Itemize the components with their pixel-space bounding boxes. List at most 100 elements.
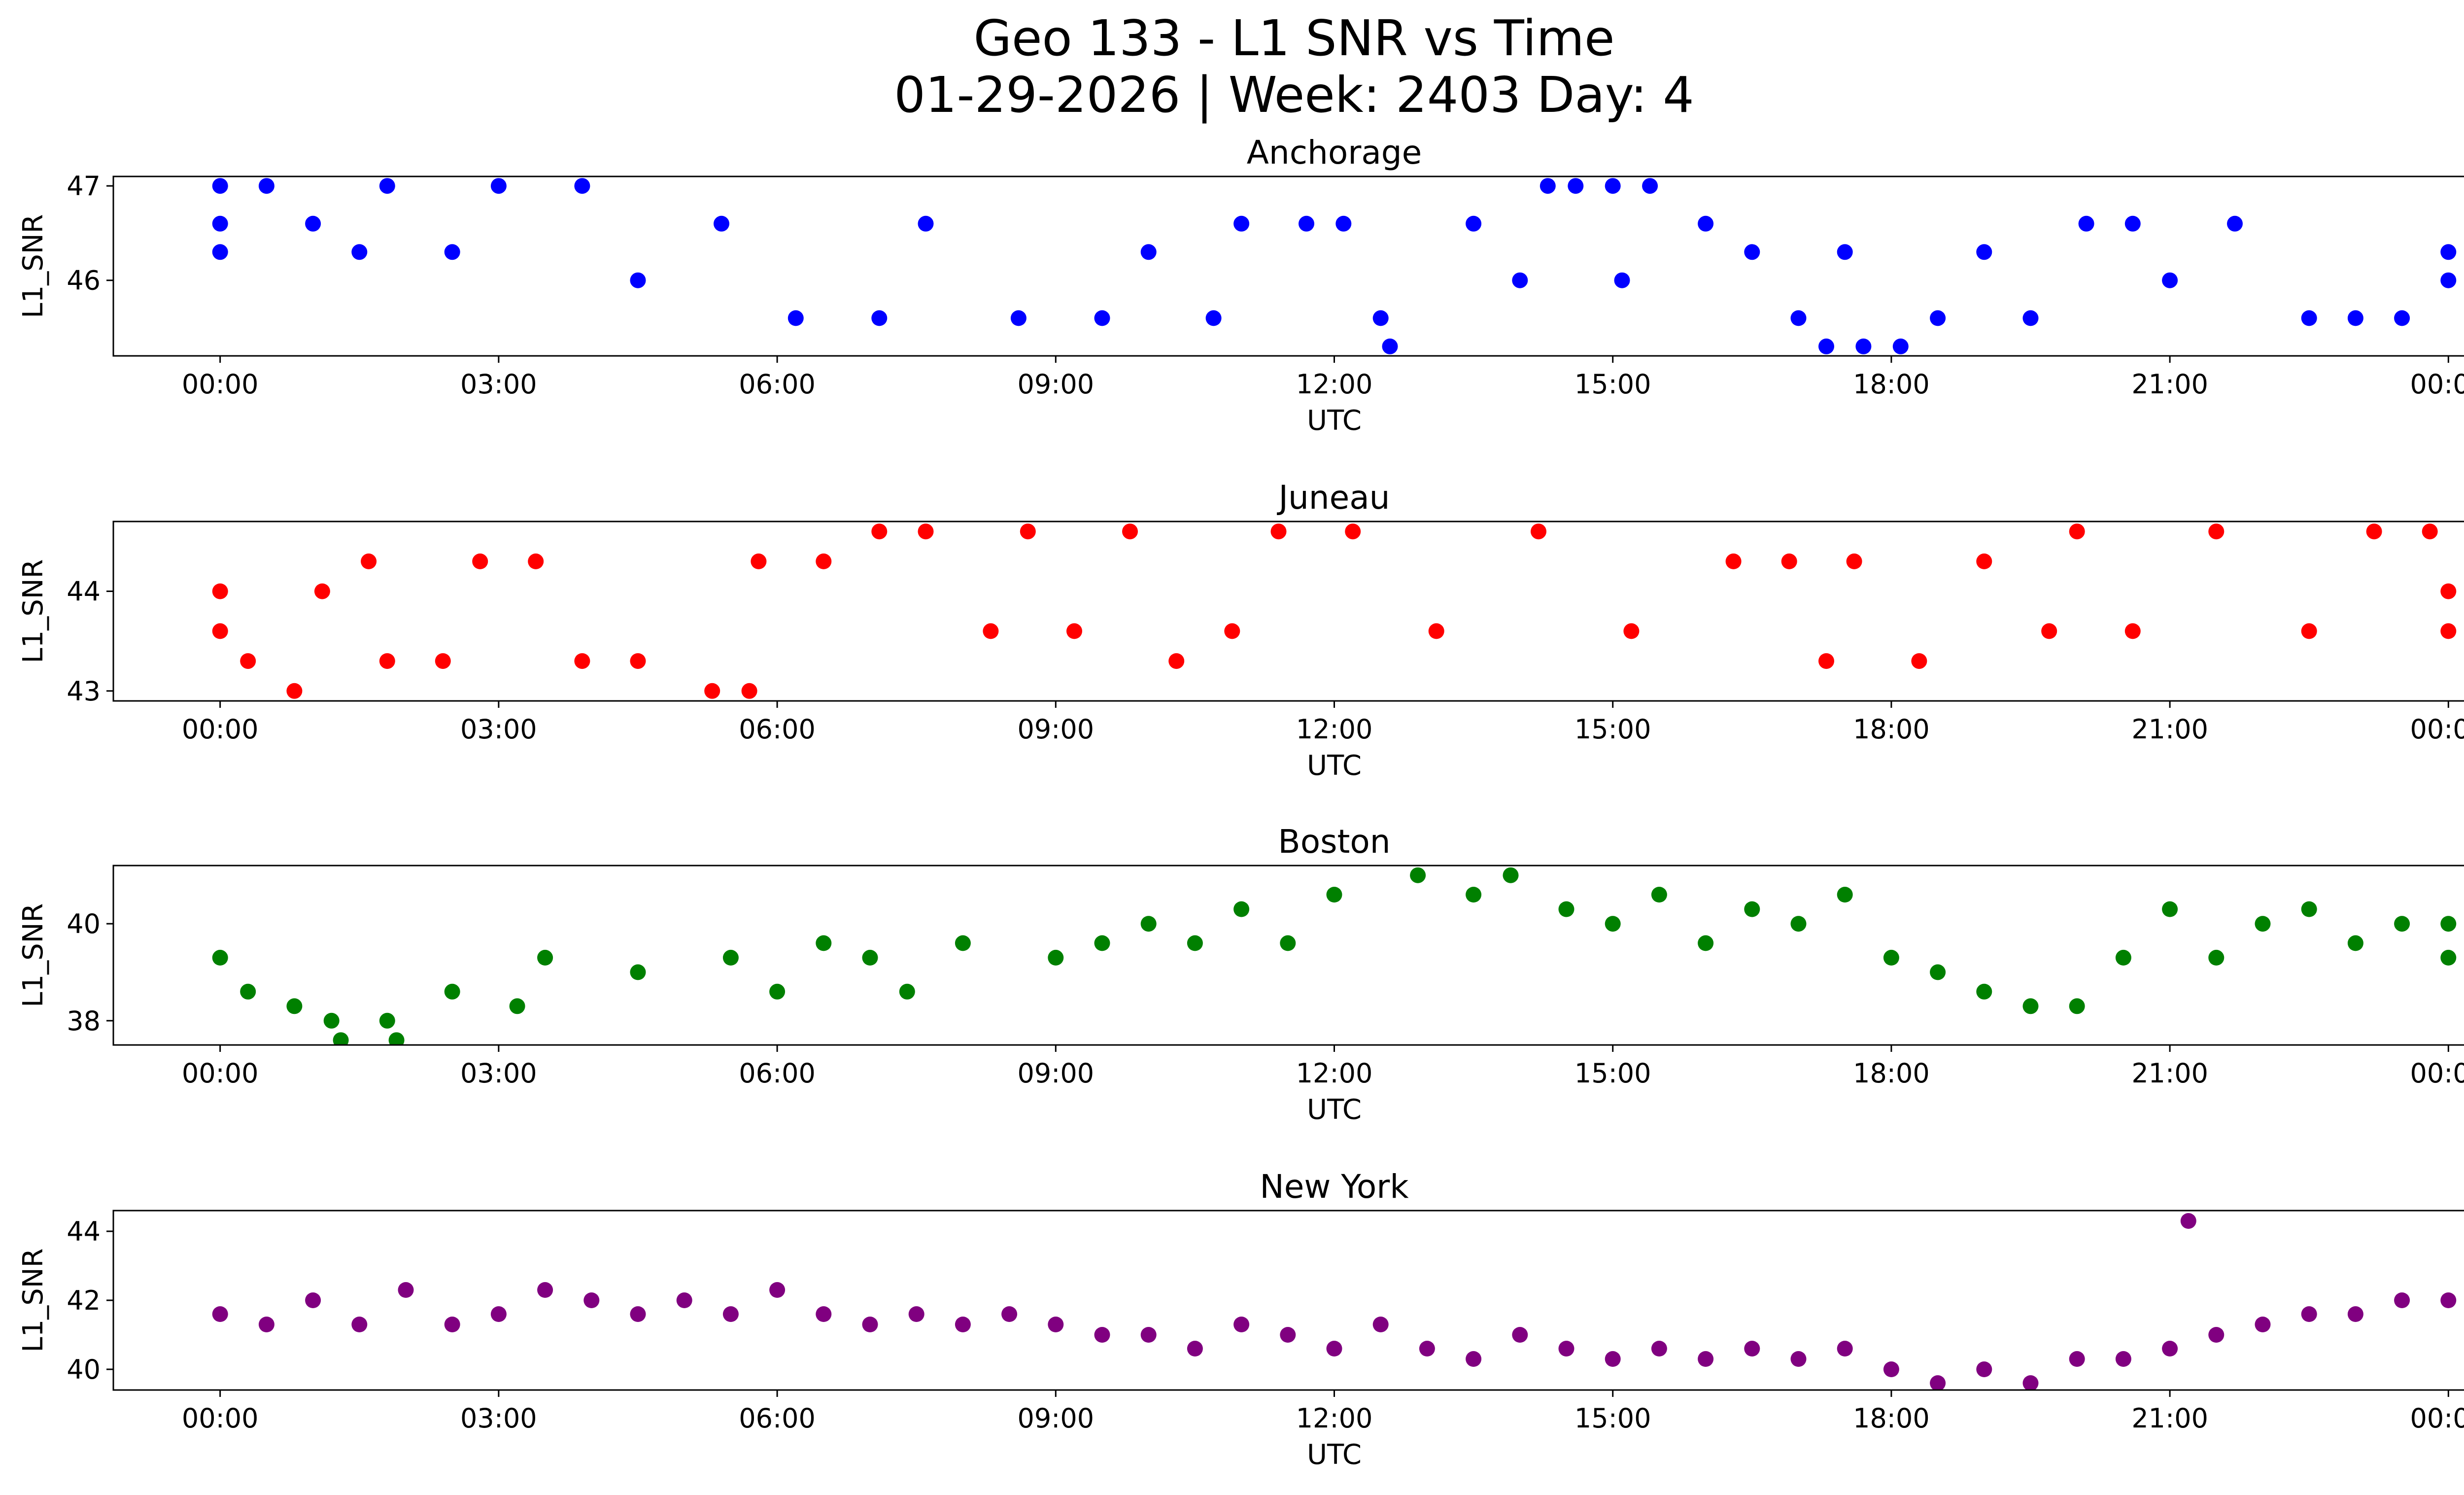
data-point: [2255, 916, 2271, 932]
data-point: [2041, 623, 2057, 639]
data-point: [1651, 1341, 1667, 1356]
data-point: [2301, 310, 2317, 326]
data-point: [240, 983, 256, 1000]
data-point: [212, 244, 228, 260]
data-point: [2394, 916, 2410, 932]
data-point: [1503, 867, 1519, 883]
data-point: [1094, 935, 1110, 951]
x-tick-label: 15:00: [1574, 714, 1651, 745]
data-point: [2301, 1306, 2317, 1322]
x-tick-label: 12:00: [1296, 1058, 1373, 1089]
data-point: [212, 583, 228, 599]
data-point: [2162, 1341, 2178, 1356]
data-point: [2347, 310, 2363, 326]
y-tick-label: 44: [67, 576, 101, 607]
x-tick-label: 21:00: [2131, 369, 2208, 400]
y-axis-label: L1_SNR: [17, 214, 49, 318]
data-point: [528, 553, 544, 569]
data-point: [1790, 1351, 1807, 1367]
data-point: [212, 1306, 228, 1322]
data-point: [2347, 1306, 2363, 1322]
data-point: [2208, 523, 2224, 540]
data-point: [2227, 215, 2243, 232]
x-tick-label: 00:00: [2410, 1403, 2464, 1434]
data-point: [2347, 935, 2363, 951]
data-point: [1930, 1375, 1946, 1390]
subplot-juneau: Juneau 00:00 03:00 06:00 09:00 12:00 15:00 18:0…: [17, 479, 2464, 782]
figure-title-line1: Geo 133 - L1 SNR vs Time: [974, 9, 1615, 67]
x-tick-label: 15:00: [1574, 1058, 1651, 1089]
data-point: [862, 1317, 878, 1332]
data-point: [1122, 523, 1138, 540]
subplot-anchorage: Anchorage 00:00 03:00 06:00 09:00 12:00 15:00 1…: [17, 134, 2464, 437]
data-point: [314, 583, 330, 599]
x-tick-label: 15:00: [1574, 369, 1651, 400]
data-point: [1466, 887, 1482, 903]
data-point: [751, 553, 767, 569]
y-tick-label: 40: [67, 908, 101, 939]
data-point: [769, 983, 786, 1000]
data-point: [258, 1317, 274, 1332]
data-point: [1299, 215, 1314, 232]
data-point: [816, 553, 832, 569]
data-point: [2022, 310, 2039, 326]
data-point: [2422, 523, 2438, 540]
data-point: [1224, 623, 1240, 639]
data-point: [1280, 1327, 1296, 1343]
data-point: [305, 1292, 321, 1308]
data-point: [333, 1032, 349, 1045]
x-tick-label: 00:00: [182, 1403, 259, 1434]
data-point: [1466, 215, 1482, 232]
data-point: [1233, 1317, 1250, 1332]
data-point: [379, 653, 395, 669]
data-point: [908, 1306, 924, 1322]
data-point: [2440, 916, 2457, 932]
x-tick-label: 03:00: [460, 369, 537, 400]
x-tick-label: 18:00: [1853, 1403, 1930, 1434]
data-point: [1725, 553, 1742, 569]
data-point: [2069, 998, 2085, 1014]
x-tick-label: 12:00: [1296, 369, 1373, 400]
y-tick-label: 44: [67, 1216, 101, 1247]
data-point: [704, 683, 720, 699]
data-point: [816, 1306, 832, 1322]
data-point: [1698, 215, 1714, 232]
data-point: [305, 215, 321, 232]
subplot-title: Juneau: [1276, 479, 1390, 517]
x-axis-label: UTC: [1307, 405, 1362, 437]
data-point: [1744, 901, 1760, 917]
data-point: [1345, 523, 1361, 540]
data-point: [361, 553, 377, 569]
data-point: [1168, 653, 1185, 669]
data-point: [1605, 178, 1621, 194]
data-point: [1605, 916, 1621, 932]
data-point: [2301, 901, 2317, 917]
y-tick-label: 38: [67, 1006, 101, 1037]
subplot-title: Anchorage: [1247, 134, 1422, 172]
x-tick-label: 00:00: [182, 714, 259, 745]
data-point: [1818, 653, 1834, 669]
data-point: [379, 178, 395, 194]
data-point: [509, 998, 525, 1014]
data-point: [379, 1012, 395, 1029]
data-point: [444, 244, 460, 260]
subplot-title: New York: [1260, 1168, 1409, 1206]
data-point: [258, 178, 274, 194]
x-tick-label: 12:00: [1296, 714, 1373, 745]
data-point: [2124, 215, 2141, 232]
data-point: [1976, 983, 1992, 1000]
data-point: [722, 1306, 739, 1322]
data-point: [212, 623, 228, 639]
x-tick-label: 00:00: [182, 369, 259, 400]
data-point: [2078, 215, 2094, 232]
data-point: [286, 998, 303, 1014]
data-point: [918, 215, 934, 232]
data-point: [351, 1317, 368, 1332]
data-point: [1790, 916, 1807, 932]
figure-title-line2: 01-29-2026 | Week: 2403 Day: 4: [894, 66, 1694, 124]
data-point: [1094, 310, 1110, 326]
data-point: [983, 623, 999, 639]
data-point: [212, 178, 228, 194]
data-point: [1010, 310, 1027, 326]
